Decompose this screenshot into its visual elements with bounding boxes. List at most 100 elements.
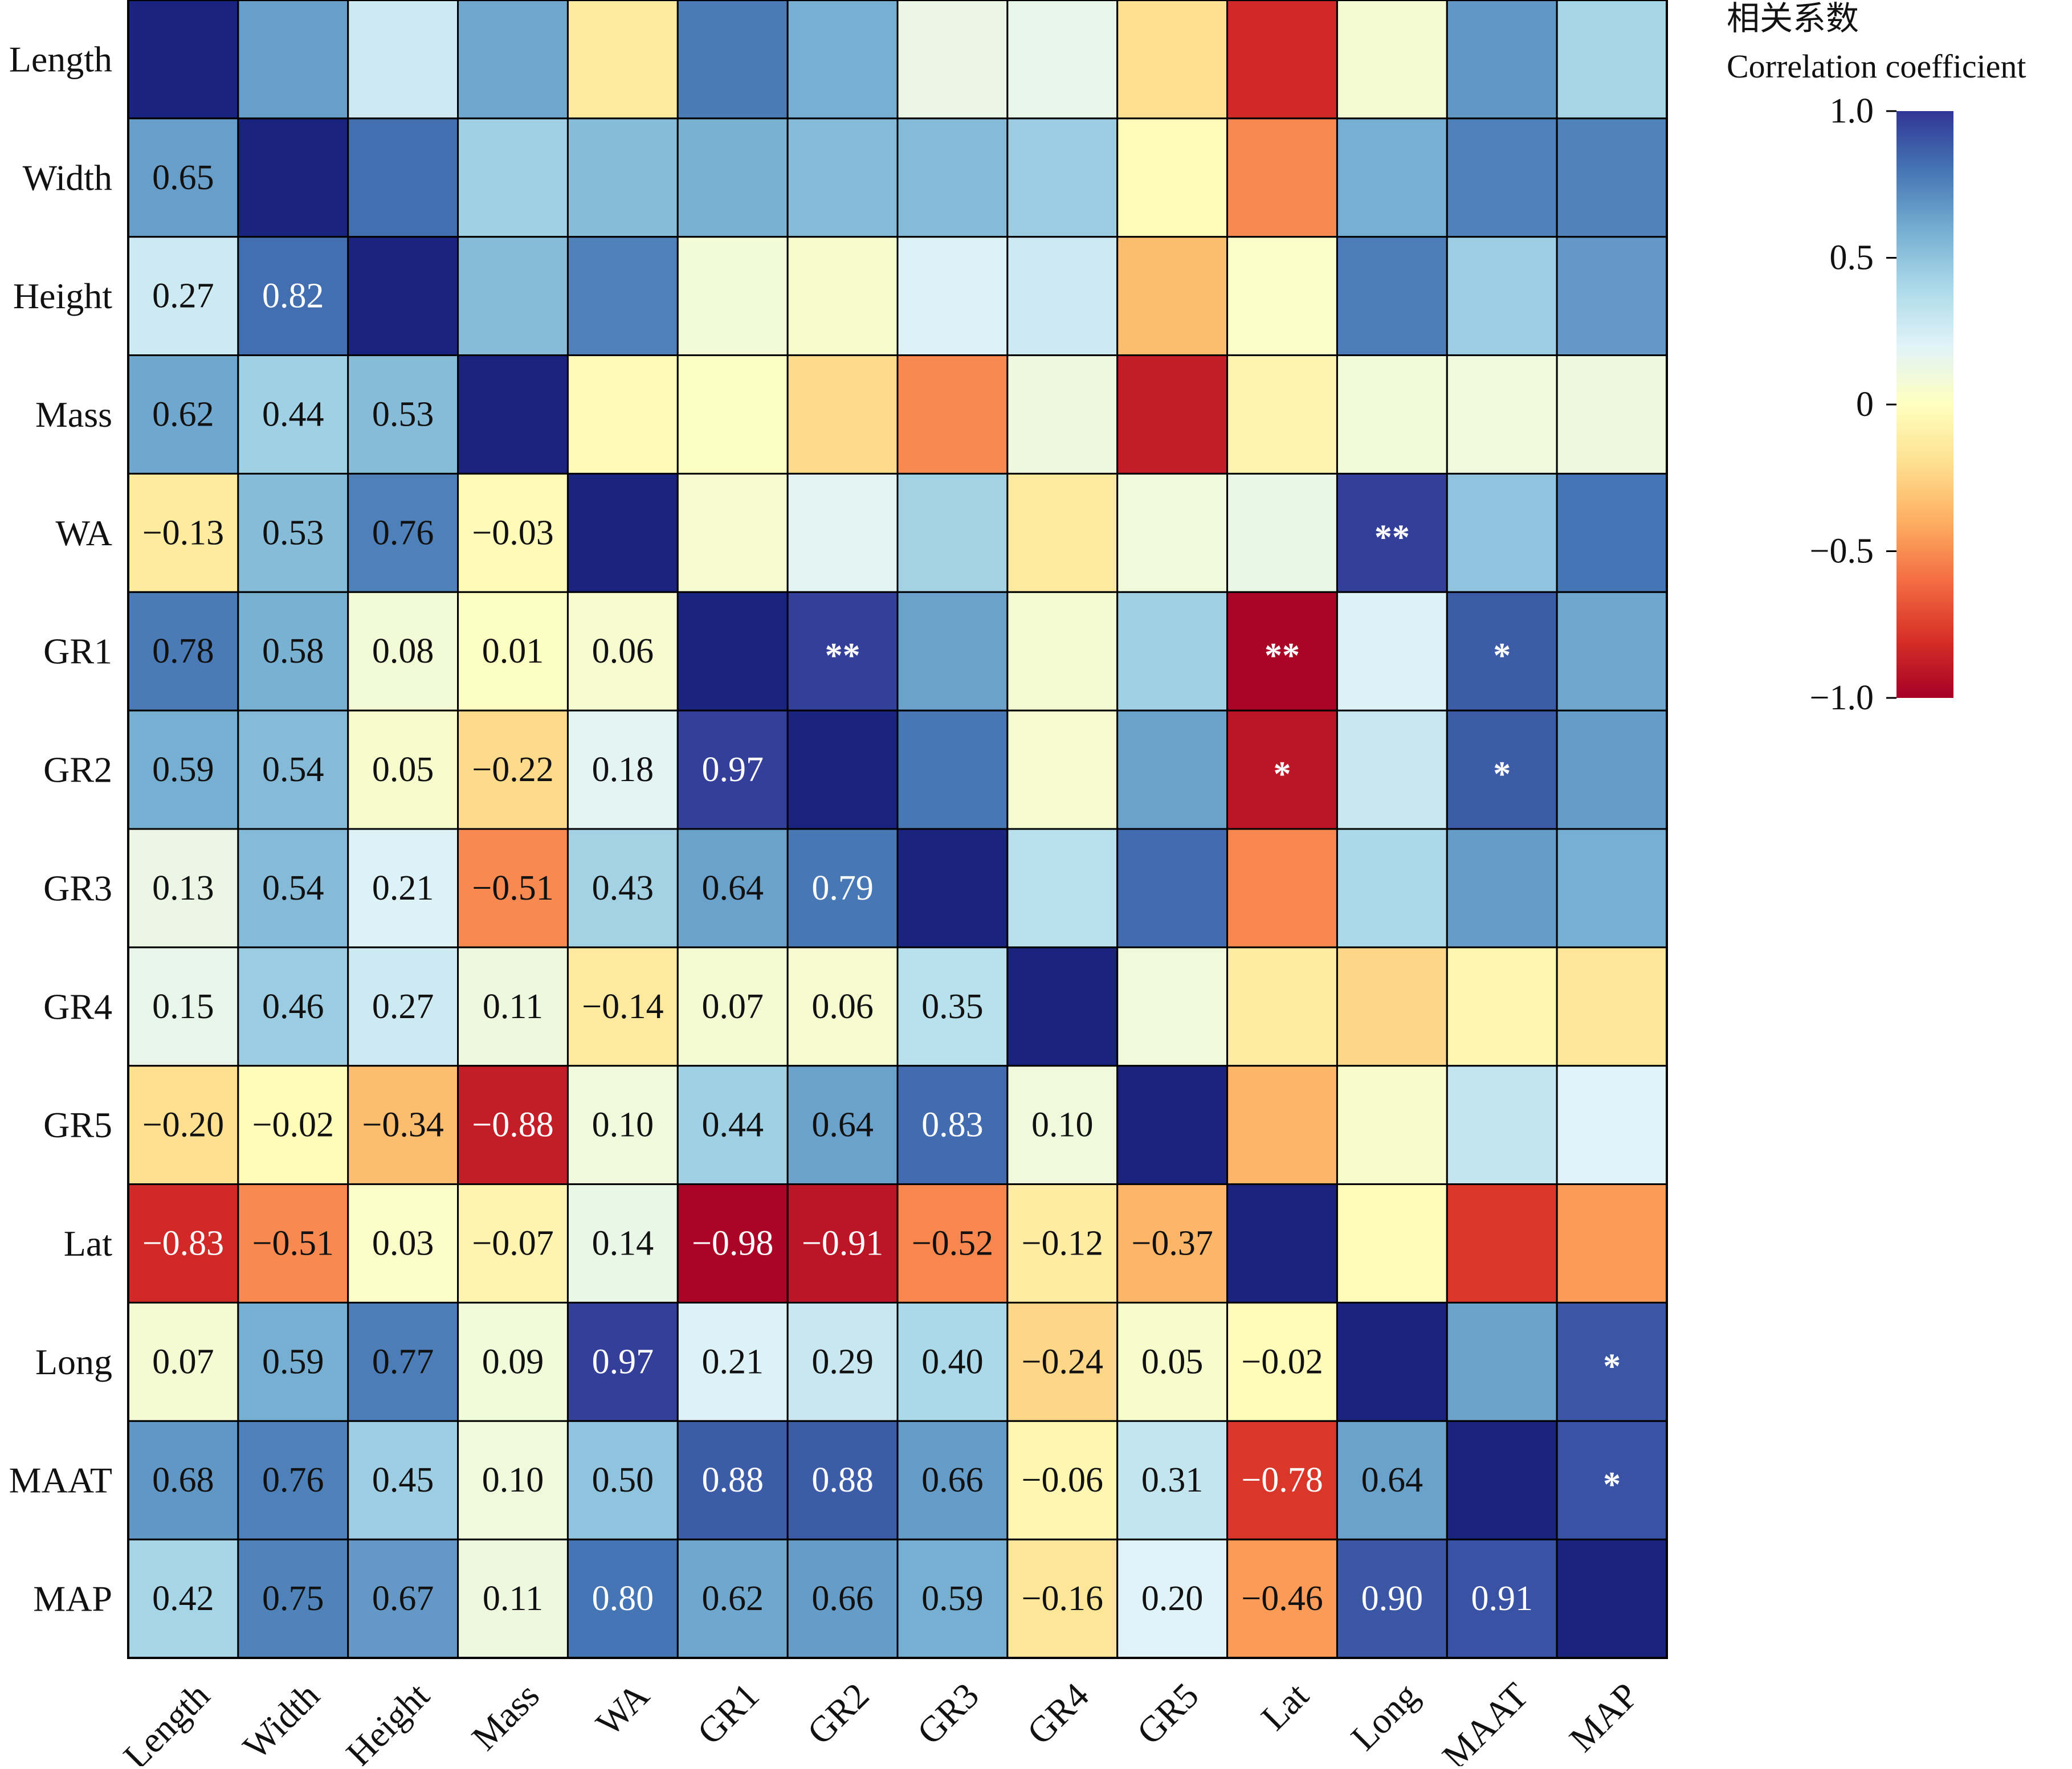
heatmap-cell-gr2-gr1	[676, 709, 789, 830]
cell-value-label: 0.62	[701, 1579, 764, 1618]
heatmap-cell-gr5-gr5	[1116, 1065, 1229, 1186]
heatmap-cell-gr5-lat	[1226, 1065, 1338, 1186]
row-label-gr5: GR5	[43, 1105, 112, 1145]
heatmap-cell-gr3-width	[237, 828, 349, 949]
cell-value-label: 0.35	[921, 987, 984, 1026]
row-label-long: Long	[35, 1342, 112, 1382]
heatmap-cell-lat-maat	[1446, 1183, 1558, 1304]
heatmap-cell-mass-gr3	[896, 354, 1009, 475]
heatmap-cell-wa-gr2	[786, 472, 899, 593]
heatmap-cell-gr5-maat	[1446, 1065, 1558, 1186]
heatmap-cell-height-long	[1336, 236, 1448, 357]
heatmap-cell-gr1-long	[1336, 591, 1448, 712]
row-label-mass: Mass	[35, 394, 112, 435]
row-label-gr3: GR3	[43, 868, 112, 908]
heatmap-cell-gr1-lat	[1226, 591, 1338, 712]
column-label-mass: Mass	[464, 1675, 547, 1758]
column-label-lat: Lat	[1253, 1675, 1316, 1738]
heatmap-cell-gr1-gr2	[786, 591, 899, 712]
heatmap-cell-gr4-lat	[1226, 946, 1338, 1067]
cell-value-label: 0.50	[592, 1461, 654, 1500]
heatmap-cell-gr5-gr4	[1006, 1065, 1119, 1186]
heatmap-cell-width-long	[1336, 117, 1448, 238]
cell-value-label: 0.68	[152, 1461, 214, 1500]
cell-value-label: 0.58	[262, 632, 324, 671]
colorbar-tick-label: 1.0	[1830, 92, 1874, 130]
cell-value-label: −0.14	[582, 987, 663, 1026]
row-label-gr1: GR1	[43, 631, 112, 672]
colorbar-tick-label: −1.0	[1810, 679, 1874, 717]
cell-value-label: 0.27	[372, 987, 434, 1026]
heatmap-cell-gr5-length	[127, 1065, 239, 1186]
heatmap-cell-gr1-gr4	[1006, 591, 1119, 712]
heatmap-cell-maat-height	[347, 1420, 459, 1541]
cell-value-label: 0.10	[482, 1461, 544, 1500]
heatmap-cell-gr3-gr3	[896, 828, 1009, 949]
heatmap-cell-mass-maat	[1446, 354, 1558, 475]
colorbar-tick-label: −0.5	[1810, 532, 1874, 571]
heatmap-cell-gr5-gr3	[896, 1065, 1009, 1186]
cell-value-label: −0.34	[362, 1106, 443, 1145]
row-label-map: MAP	[33, 1579, 112, 1619]
cell-value-label: 0.80	[592, 1579, 654, 1618]
heatmap-cell-length-maat	[1446, 0, 1558, 120]
heatmap-cell-length-long	[1336, 0, 1448, 120]
heatmap-cell-height-wa	[566, 236, 679, 357]
cell-value-label: 0.10	[1031, 1106, 1094, 1145]
cell-value-label: −0.52	[912, 1224, 993, 1263]
heatmap-cell-mass-long	[1336, 354, 1448, 475]
heatmap-cell-map-height	[347, 1538, 459, 1659]
heatmap-cell-width-wa	[566, 117, 679, 238]
row-label-wa: WA	[55, 513, 112, 553]
heatmap-cell-gr1-maat	[1446, 591, 1558, 712]
heatmap-cell-long-map	[1556, 1301, 1668, 1422]
heatmap-cell-wa-map	[1556, 472, 1668, 593]
cell-value-label: −0.46	[1241, 1579, 1323, 1618]
cell-value-label: 0.59	[921, 1579, 984, 1618]
row-label-width: Width	[23, 157, 112, 198]
cell-value-label: 0.64	[701, 869, 764, 908]
cell-value-label: −0.24	[1022, 1342, 1103, 1381]
cell-value-label: 0.13	[152, 869, 214, 908]
heatmap-cell-gr3-mass	[457, 828, 569, 949]
heatmap-cell-maat-length	[127, 1420, 239, 1541]
heatmap-cell-wa-wa	[566, 472, 679, 593]
cell-value-label: 0.97	[701, 750, 764, 789]
heatmap-cell-wa-width	[237, 472, 349, 593]
heatmap-cell-lat-long	[1336, 1183, 1448, 1304]
column-labels: Length Width Height Mass WA GR1 GR2 GR3 GR4 GR5 La…	[116, 1675, 1646, 1769]
heatmap-cell-long-lat	[1226, 1301, 1338, 1422]
heatmap-cell-maat-mass	[457, 1420, 569, 1541]
cell-value-label: −0.06	[1022, 1461, 1103, 1500]
row-label-length: Length	[9, 39, 112, 79]
cell-value-label: 0.53	[372, 395, 434, 434]
cell-value-label: 0.91	[1471, 1579, 1533, 1618]
heatmap-cell-gr1-wa	[566, 591, 679, 712]
heatmap-cell-length-gr3	[896, 0, 1009, 120]
heatmap-cell-gr3-maat	[1446, 828, 1558, 949]
column-label-long: Long	[1343, 1675, 1426, 1758]
cell-value-label: 0.59	[152, 750, 214, 789]
heatmap-cell-wa-mass	[457, 472, 569, 593]
heatmap-cell-map-map	[1556, 1538, 1668, 1659]
heatmap-cell-map-gr4	[1006, 1538, 1119, 1659]
heatmap-cell-mass-length	[127, 354, 239, 475]
heatmap-cell-height-length	[127, 236, 239, 357]
heatmap-cell-lat-height	[347, 1183, 459, 1304]
heatmap-cell-gr2-map	[1556, 709, 1668, 830]
heatmap-cell-gr5-height	[347, 1065, 459, 1186]
heatmap-cell-mass-mass	[457, 354, 569, 475]
heatmap-cell-map-maat	[1446, 1538, 1558, 1659]
column-label-gr2: GR2	[800, 1675, 877, 1752]
heatmap-cell-map-gr1	[676, 1538, 789, 1659]
cell-value-label: 0.45	[372, 1461, 434, 1500]
heatmap-cell-map-wa	[566, 1538, 679, 1659]
heatmap-cell-gr2-gr5	[1116, 709, 1229, 830]
heatmap-cell-mass-lat	[1226, 354, 1338, 475]
heatmap-cell-maat-gr3	[896, 1420, 1009, 1541]
heatmap-cell-long-wa	[566, 1301, 679, 1422]
heatmap-cell-width-lat	[1226, 117, 1338, 238]
cell-value-label: 0.27	[152, 277, 214, 316]
cell-value-label: 0.09	[482, 1342, 544, 1381]
heatmap-cell-gr1-length	[127, 591, 239, 712]
